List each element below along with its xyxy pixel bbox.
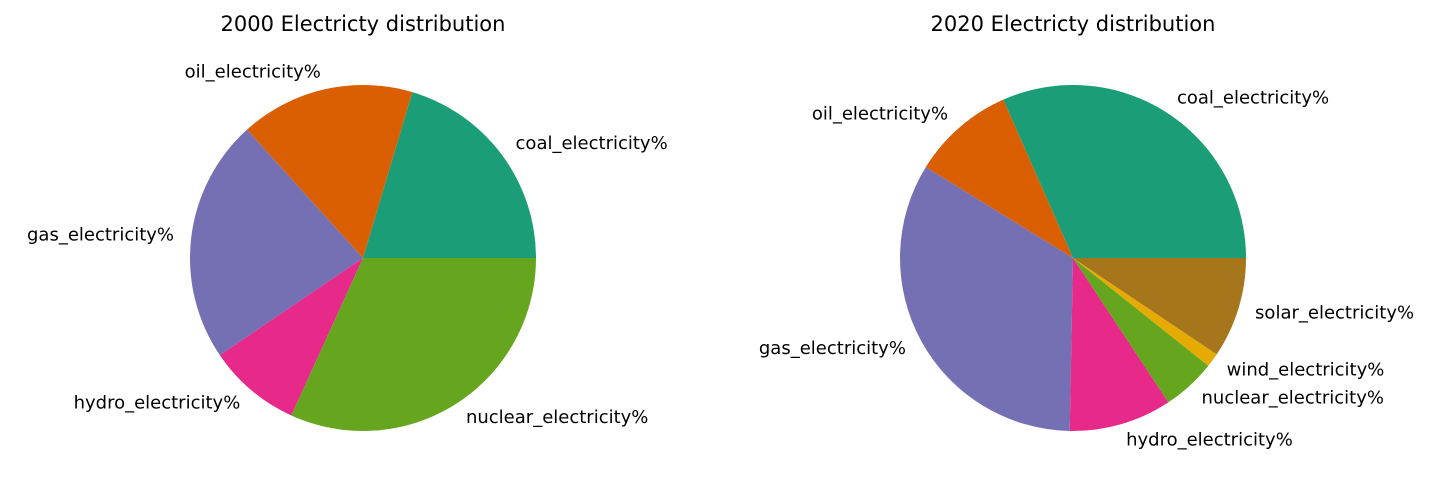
pie-slice-coal-electricity	[1003, 84, 1246, 259]
pie-slice-nuclear-electricity	[1073, 258, 1209, 403]
slice-label-coal-electricity: coal_electricity%	[516, 133, 668, 154]
slice-label-nuclear-electricity: nuclear_electricity%	[466, 407, 648, 428]
pie-chart-2020: 2020 Electricty distribution coal_electr…	[759, 12, 1414, 451]
slice-label-gas-electricity: gas_electricity%	[759, 338, 906, 359]
pie-slice-hydro-electricity	[219, 258, 363, 416]
pie-slice-gas-electricity	[190, 129, 363, 356]
pie-slice-oil-electricity	[925, 99, 1073, 259]
pie-slice-gas-electricity	[899, 167, 1073, 431]
chart-title-2020: 2020 Electricty distribution	[931, 12, 1216, 36]
chart-title-2000: 2000 Electricty distribution	[221, 12, 506, 36]
pie-slice-hydro-electricity	[1069, 258, 1169, 432]
pie-slice-coal-electricity	[363, 92, 537, 259]
pie-slice-wind-electricity	[1073, 258, 1217, 366]
slice-label-wind-electricity: wind_electricity%	[1227, 359, 1385, 380]
pie-slice-solar-electricity	[1073, 258, 1246, 355]
slice-label-coal-electricity: coal_electricity%	[1177, 88, 1329, 109]
slice-label-gas-electricity: gas_electricity%	[27, 224, 174, 245]
pie-slice-oil-electricity	[246, 85, 413, 258]
slice-label-nuclear-electricity: nuclear_electricity%	[1202, 387, 1384, 408]
slice-label-oil-electricity: oil_electricity%	[185, 61, 321, 82]
slice-label-oil-electricity: oil_electricity%	[812, 103, 948, 124]
slice-label-hydro-electricity: hydro_electricity%	[1126, 430, 1293, 451]
slice-label-hydro-electricity: hydro_electricity%	[74, 392, 241, 413]
pie-chart-2000: 2000 Electricty distribution coal_electr…	[27, 12, 668, 431]
pie-slice-nuclear-electricity	[291, 258, 536, 431]
slice-label-solar-electricity: solar_electricity%	[1255, 302, 1414, 323]
